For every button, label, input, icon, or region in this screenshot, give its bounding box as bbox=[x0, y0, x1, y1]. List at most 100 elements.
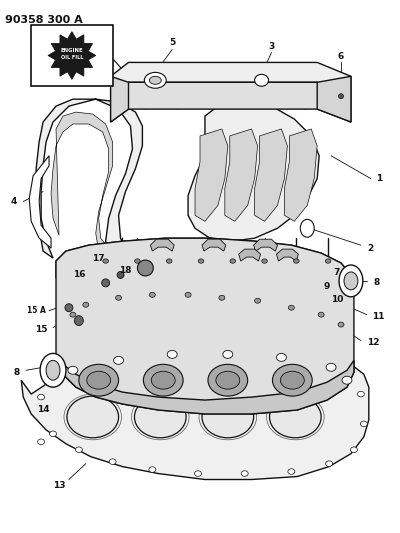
Polygon shape bbox=[111, 76, 128, 122]
Ellipse shape bbox=[255, 298, 260, 303]
Ellipse shape bbox=[134, 396, 186, 438]
Polygon shape bbox=[56, 238, 351, 291]
Polygon shape bbox=[276, 249, 298, 261]
Polygon shape bbox=[195, 129, 228, 221]
Text: 13: 13 bbox=[53, 481, 65, 490]
Ellipse shape bbox=[326, 364, 336, 372]
Ellipse shape bbox=[38, 394, 44, 400]
Ellipse shape bbox=[218, 350, 225, 355]
Ellipse shape bbox=[344, 272, 358, 290]
Ellipse shape bbox=[216, 372, 240, 389]
Ellipse shape bbox=[127, 352, 134, 357]
Text: 17: 17 bbox=[92, 254, 105, 263]
Ellipse shape bbox=[300, 220, 314, 237]
Ellipse shape bbox=[230, 259, 236, 263]
Polygon shape bbox=[31, 25, 113, 86]
Polygon shape bbox=[36, 99, 155, 278]
Ellipse shape bbox=[208, 365, 248, 396]
Polygon shape bbox=[111, 62, 351, 96]
Ellipse shape bbox=[75, 447, 82, 453]
Ellipse shape bbox=[202, 396, 254, 438]
Ellipse shape bbox=[83, 302, 89, 307]
Ellipse shape bbox=[185, 292, 191, 297]
Ellipse shape bbox=[40, 353, 66, 387]
Ellipse shape bbox=[117, 271, 124, 278]
Polygon shape bbox=[317, 76, 351, 122]
Ellipse shape bbox=[167, 350, 177, 358]
Ellipse shape bbox=[102, 279, 110, 287]
Polygon shape bbox=[48, 31, 96, 79]
Ellipse shape bbox=[70, 312, 76, 317]
Ellipse shape bbox=[357, 391, 364, 397]
Ellipse shape bbox=[46, 360, 60, 380]
Text: 2: 2 bbox=[368, 244, 374, 253]
Polygon shape bbox=[239, 249, 260, 261]
Ellipse shape bbox=[74, 316, 83, 326]
Text: 14: 14 bbox=[37, 406, 50, 415]
Text: OIL FILL: OIL FILL bbox=[61, 55, 83, 60]
Ellipse shape bbox=[144, 72, 166, 88]
Text: 9: 9 bbox=[324, 282, 330, 292]
Ellipse shape bbox=[114, 357, 124, 365]
Text: 4: 4 bbox=[10, 197, 16, 206]
Ellipse shape bbox=[308, 358, 315, 363]
Polygon shape bbox=[284, 129, 317, 221]
Ellipse shape bbox=[264, 352, 271, 357]
Ellipse shape bbox=[350, 447, 357, 453]
Polygon shape bbox=[150, 239, 174, 251]
Ellipse shape bbox=[342, 376, 352, 384]
Ellipse shape bbox=[276, 353, 286, 361]
Text: 1: 1 bbox=[376, 174, 382, 183]
Polygon shape bbox=[188, 102, 319, 241]
Text: 8: 8 bbox=[374, 278, 380, 287]
Ellipse shape bbox=[219, 295, 225, 300]
Ellipse shape bbox=[103, 259, 108, 263]
Text: 7: 7 bbox=[334, 269, 340, 278]
Text: 10: 10 bbox=[331, 295, 343, 304]
Ellipse shape bbox=[149, 467, 156, 472]
Text: 8: 8 bbox=[13, 368, 20, 377]
Polygon shape bbox=[111, 82, 351, 122]
Ellipse shape bbox=[135, 259, 140, 263]
Ellipse shape bbox=[151, 372, 175, 389]
Ellipse shape bbox=[288, 305, 294, 310]
Ellipse shape bbox=[288, 469, 295, 474]
Text: 90358 300 A: 90358 300 A bbox=[5, 15, 83, 25]
Ellipse shape bbox=[272, 365, 312, 396]
Text: 3: 3 bbox=[268, 42, 275, 51]
Ellipse shape bbox=[360, 421, 367, 427]
Polygon shape bbox=[21, 350, 369, 480]
Text: 11: 11 bbox=[372, 312, 385, 321]
Ellipse shape bbox=[172, 350, 179, 355]
Ellipse shape bbox=[79, 365, 118, 396]
Text: ENGINE: ENGINE bbox=[60, 47, 83, 53]
Ellipse shape bbox=[318, 312, 324, 317]
Text: 15 A: 15 A bbox=[27, 306, 46, 315]
Ellipse shape bbox=[262, 259, 267, 263]
Ellipse shape bbox=[325, 259, 331, 263]
Ellipse shape bbox=[87, 372, 111, 389]
Ellipse shape bbox=[166, 259, 172, 263]
Text: 15: 15 bbox=[35, 325, 47, 334]
Ellipse shape bbox=[143, 365, 183, 396]
Ellipse shape bbox=[82, 358, 89, 363]
Ellipse shape bbox=[339, 265, 363, 297]
Ellipse shape bbox=[50, 372, 56, 377]
Ellipse shape bbox=[198, 259, 204, 263]
Ellipse shape bbox=[255, 74, 268, 86]
Ellipse shape bbox=[223, 350, 233, 358]
Ellipse shape bbox=[194, 471, 202, 477]
Ellipse shape bbox=[116, 295, 122, 300]
Polygon shape bbox=[51, 112, 113, 258]
Ellipse shape bbox=[68, 366, 78, 374]
Text: 12: 12 bbox=[366, 338, 379, 347]
Text: 16: 16 bbox=[72, 270, 85, 279]
Text: 5: 5 bbox=[169, 38, 175, 47]
Ellipse shape bbox=[326, 461, 332, 466]
Ellipse shape bbox=[338, 322, 344, 327]
Ellipse shape bbox=[294, 259, 299, 263]
Polygon shape bbox=[29, 156, 51, 248]
Ellipse shape bbox=[149, 76, 161, 84]
Ellipse shape bbox=[241, 471, 248, 477]
Text: 6: 6 bbox=[338, 52, 344, 61]
